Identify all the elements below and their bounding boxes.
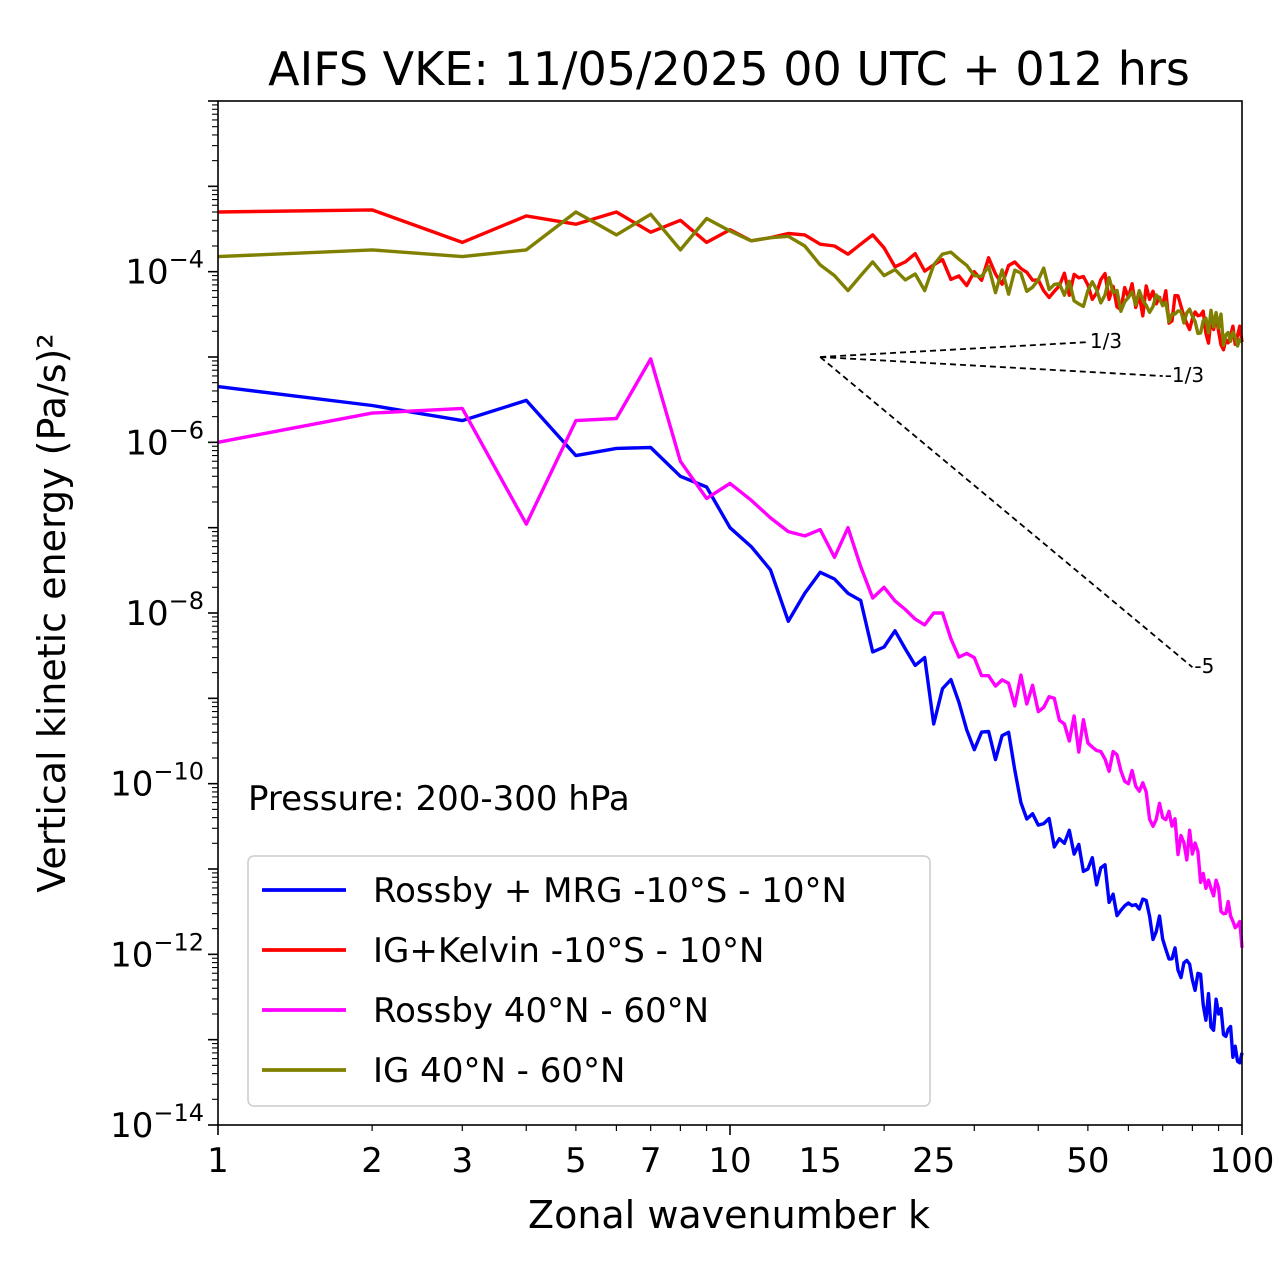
y-tick-label: 10−8	[125, 587, 204, 634]
slope-line	[820, 341, 1088, 358]
x-tick-label: 3	[451, 1141, 473, 1181]
y-tick-label: 10−4	[125, 246, 204, 293]
x-tick-label: 2	[361, 1141, 383, 1181]
x-tick-label: 100	[1210, 1141, 1275, 1181]
y-axis-label: Vertical kinetic energy (Pa/s)²	[30, 333, 74, 892]
slope-label: -1/3	[1165, 363, 1204, 387]
x-tick-label: 15	[799, 1141, 842, 1181]
reference-slopes: 1/3 -1/3 -5	[819, 329, 1214, 678]
y-tick-label: 10−14	[110, 1099, 204, 1146]
pressure-annotation: Pressure: 200-300 hPa	[248, 779, 630, 819]
legend-label: IG 40°N - 60°N	[373, 1051, 625, 1091]
y-tick-label: 10−12	[110, 928, 204, 975]
y-tick-label: 10−10	[110, 758, 204, 805]
x-tick-label: 1	[207, 1141, 229, 1181]
legend-label: IG+Kelvin -10°S - 10°N	[373, 931, 764, 971]
series-line	[217, 357, 1244, 948]
y-tick-label: 10−6	[125, 416, 204, 463]
slope-label: 1/3	[1090, 329, 1122, 353]
x-axis-ticks: 1 2 3 5 7 10 15 25 50 100	[207, 1125, 1274, 1181]
slope-line	[820, 356, 1163, 377]
x-tick-label: 10	[708, 1141, 751, 1181]
x-tick-label: 50	[1066, 1141, 1109, 1181]
chart-title: AIFS VKE: 11/05/2025 00 UTC + 012 hrs	[268, 42, 1190, 96]
x-tick-label: 25	[912, 1141, 955, 1181]
slope-label: -5	[1194, 654, 1214, 678]
legend: Rossby + MRG -10°S - 10°N IG+Kelvin -10°S…	[247, 855, 931, 1107]
legend-box	[247, 855, 931, 1107]
x-tick-label: 7	[640, 1141, 662, 1181]
legend-label: Rossby + MRG -10°S - 10°N	[373, 871, 847, 911]
series-line	[217, 384, 1244, 1065]
legend-label: Rossby 40°N - 60°N	[373, 991, 709, 1031]
slope-line	[819, 356, 1193, 668]
x-axis-label: Zonal wavenumber k	[528, 1193, 930, 1237]
series-layer	[217, 208, 1244, 1065]
series-line	[217, 208, 1244, 352]
y-axis-ticks: 10−4 10−6 10−8 10−10 10−12 10−14	[110, 100, 218, 1146]
x-tick-label: 5	[565, 1141, 587, 1181]
series-line	[217, 210, 1244, 348]
